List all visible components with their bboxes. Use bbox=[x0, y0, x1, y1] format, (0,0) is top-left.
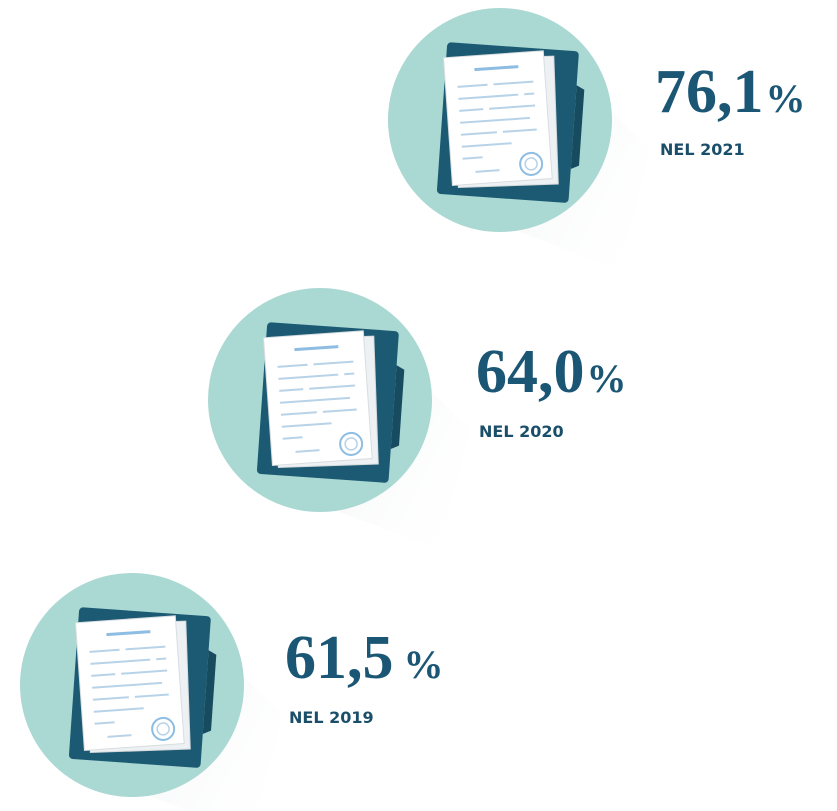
value: 76,1 bbox=[655, 58, 764, 126]
unit: % bbox=[587, 356, 627, 401]
stat-value: 76,1% bbox=[655, 58, 806, 126]
value: 64,0 bbox=[476, 338, 585, 406]
stat-label: NEL 2019 bbox=[289, 708, 374, 727]
document-icon bbox=[386, 6, 652, 272]
stat-label: NEL 2020 bbox=[479, 422, 564, 441]
unit: % bbox=[766, 76, 806, 121]
unit: % bbox=[404, 642, 444, 687]
document-icon bbox=[18, 571, 284, 811]
document-icon bbox=[206, 286, 472, 552]
stat-label: NEL 2021 bbox=[660, 140, 745, 159]
stat-value: 61,5% bbox=[285, 624, 444, 692]
value: 61,5 bbox=[285, 624, 394, 692]
stat-value: 64,0% bbox=[476, 338, 627, 406]
